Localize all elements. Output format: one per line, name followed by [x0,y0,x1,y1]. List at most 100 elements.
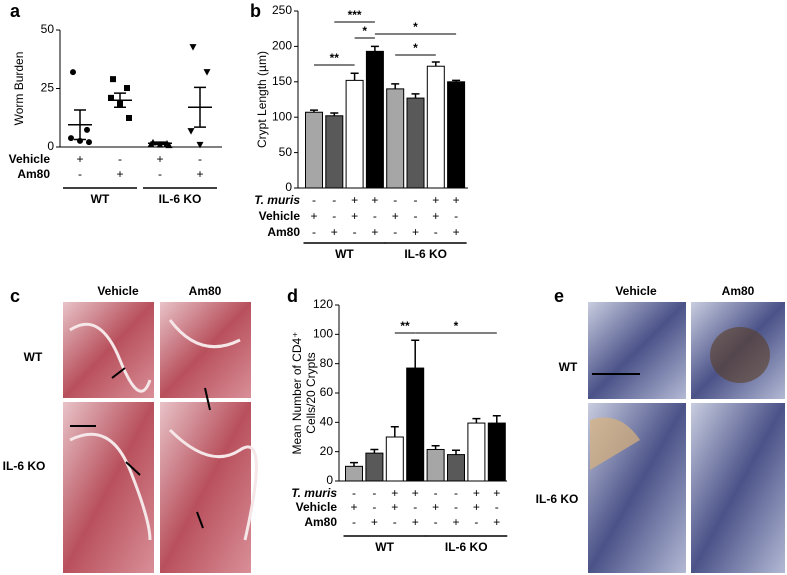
row-label: WT [559,360,578,374]
bar [345,79,364,189]
y-tick-label: 200 [272,39,292,53]
condition-label: Am80 [267,225,300,239]
column-label: Am80 [189,284,222,298]
y-axis-label: Cells/20 Crypts [304,352,318,433]
error-bar [370,45,379,52]
y-tick-label: 100 [272,109,292,123]
point [110,76,116,83]
panel-label: b [250,1,261,21]
error-bar [370,448,379,454]
column-label: Am80 [722,284,755,298]
histology-panel: Vehicle Am80 WT IL-6 KO [3,284,258,573]
condition-sign: + [453,193,460,207]
y-tick-label: 20 [320,444,334,458]
condition-sign: - [454,209,458,223]
condition-sign: + [331,225,338,239]
condition-sign: + [432,193,439,207]
condition-sign: - [332,193,336,207]
condition-sign: + [310,209,317,223]
condition-sign: - [78,167,82,181]
y-tick-label: 0 [47,139,54,153]
panel-label: c [10,286,20,306]
significance-label: * [454,319,459,333]
group-label: WT [335,247,354,261]
group-label: WT [375,540,394,554]
group-label: IL-6 KO [159,192,202,206]
panel-label: e [554,286,564,306]
condition-sign: + [391,500,398,514]
stain [710,327,770,383]
condition-sign: + [473,486,480,500]
condition-sign: - [393,515,397,529]
panel-label: a [10,1,21,21]
condition-sign: - [312,193,316,207]
y-tick-label: 25 [41,81,55,95]
bar [426,448,445,482]
condition-sign: - [352,515,356,529]
condition-sign: + [432,500,439,514]
condition-sign: - [332,209,336,223]
panel-label: d [287,286,298,306]
condition-sign: + [76,152,83,166]
error-bar [452,449,460,455]
condition-sign: - [434,225,438,239]
condition-sign: + [412,225,419,239]
error-bar [74,109,86,141]
error-bar [194,86,206,128]
significance-label: * [362,24,367,38]
error-bar [350,72,359,81]
condition-sign: + [412,486,419,500]
point [203,69,211,76]
condition-sign: - [352,486,356,500]
condition-label: Vehicle [296,500,338,514]
tissue-fold [69,319,258,541]
y-tick-label: 80 [320,356,334,370]
image [63,302,154,398]
significance-label: ** [330,51,340,65]
image [160,402,251,573]
arrow [196,511,204,529]
row-label: IL-6 KO [536,492,579,506]
image [63,402,154,573]
bar [365,50,384,189]
bar [426,65,445,189]
point [196,141,204,149]
significance-label: *** [348,8,362,22]
point [165,141,173,149]
condition-sign: - [158,167,162,181]
condition-sign: - [454,500,458,514]
condition-sign: - [495,500,499,514]
bar [467,422,486,482]
y-tick-label: 250 [272,3,292,17]
bar [447,454,465,482]
condition-sign: + [493,486,500,500]
y-axis-label: Mean Number of CD4⁺ [290,331,304,454]
bar [345,465,363,482]
condition-sign: + [371,193,378,207]
y-tick-label: 40 [320,415,334,429]
condition-sign: - [434,486,438,500]
error-bar [390,425,399,437]
group-label: IL-6 KO [445,540,488,554]
condition-sign: + [493,515,500,529]
condition-sign: + [391,486,398,500]
condition-label: T. muris [254,193,300,207]
condition-sign: - [373,209,377,223]
condition-sign: - [413,500,417,514]
y-tick-label: 0 [326,473,333,487]
condition-sign: + [116,167,123,181]
column-label: Vehicle [97,284,139,298]
point [187,128,195,135]
significance-label: * [413,41,418,55]
error-bar [411,93,420,99]
condition-sign: - [393,225,397,239]
condition-sign: - [454,486,458,500]
bar [365,452,384,482]
condition-sign: - [393,193,397,207]
condition-sign: - [414,193,418,207]
arrow [204,387,211,411]
condition-label: Vehicle [259,209,301,223]
condition-sign: + [452,515,459,529]
bar [305,111,323,189]
